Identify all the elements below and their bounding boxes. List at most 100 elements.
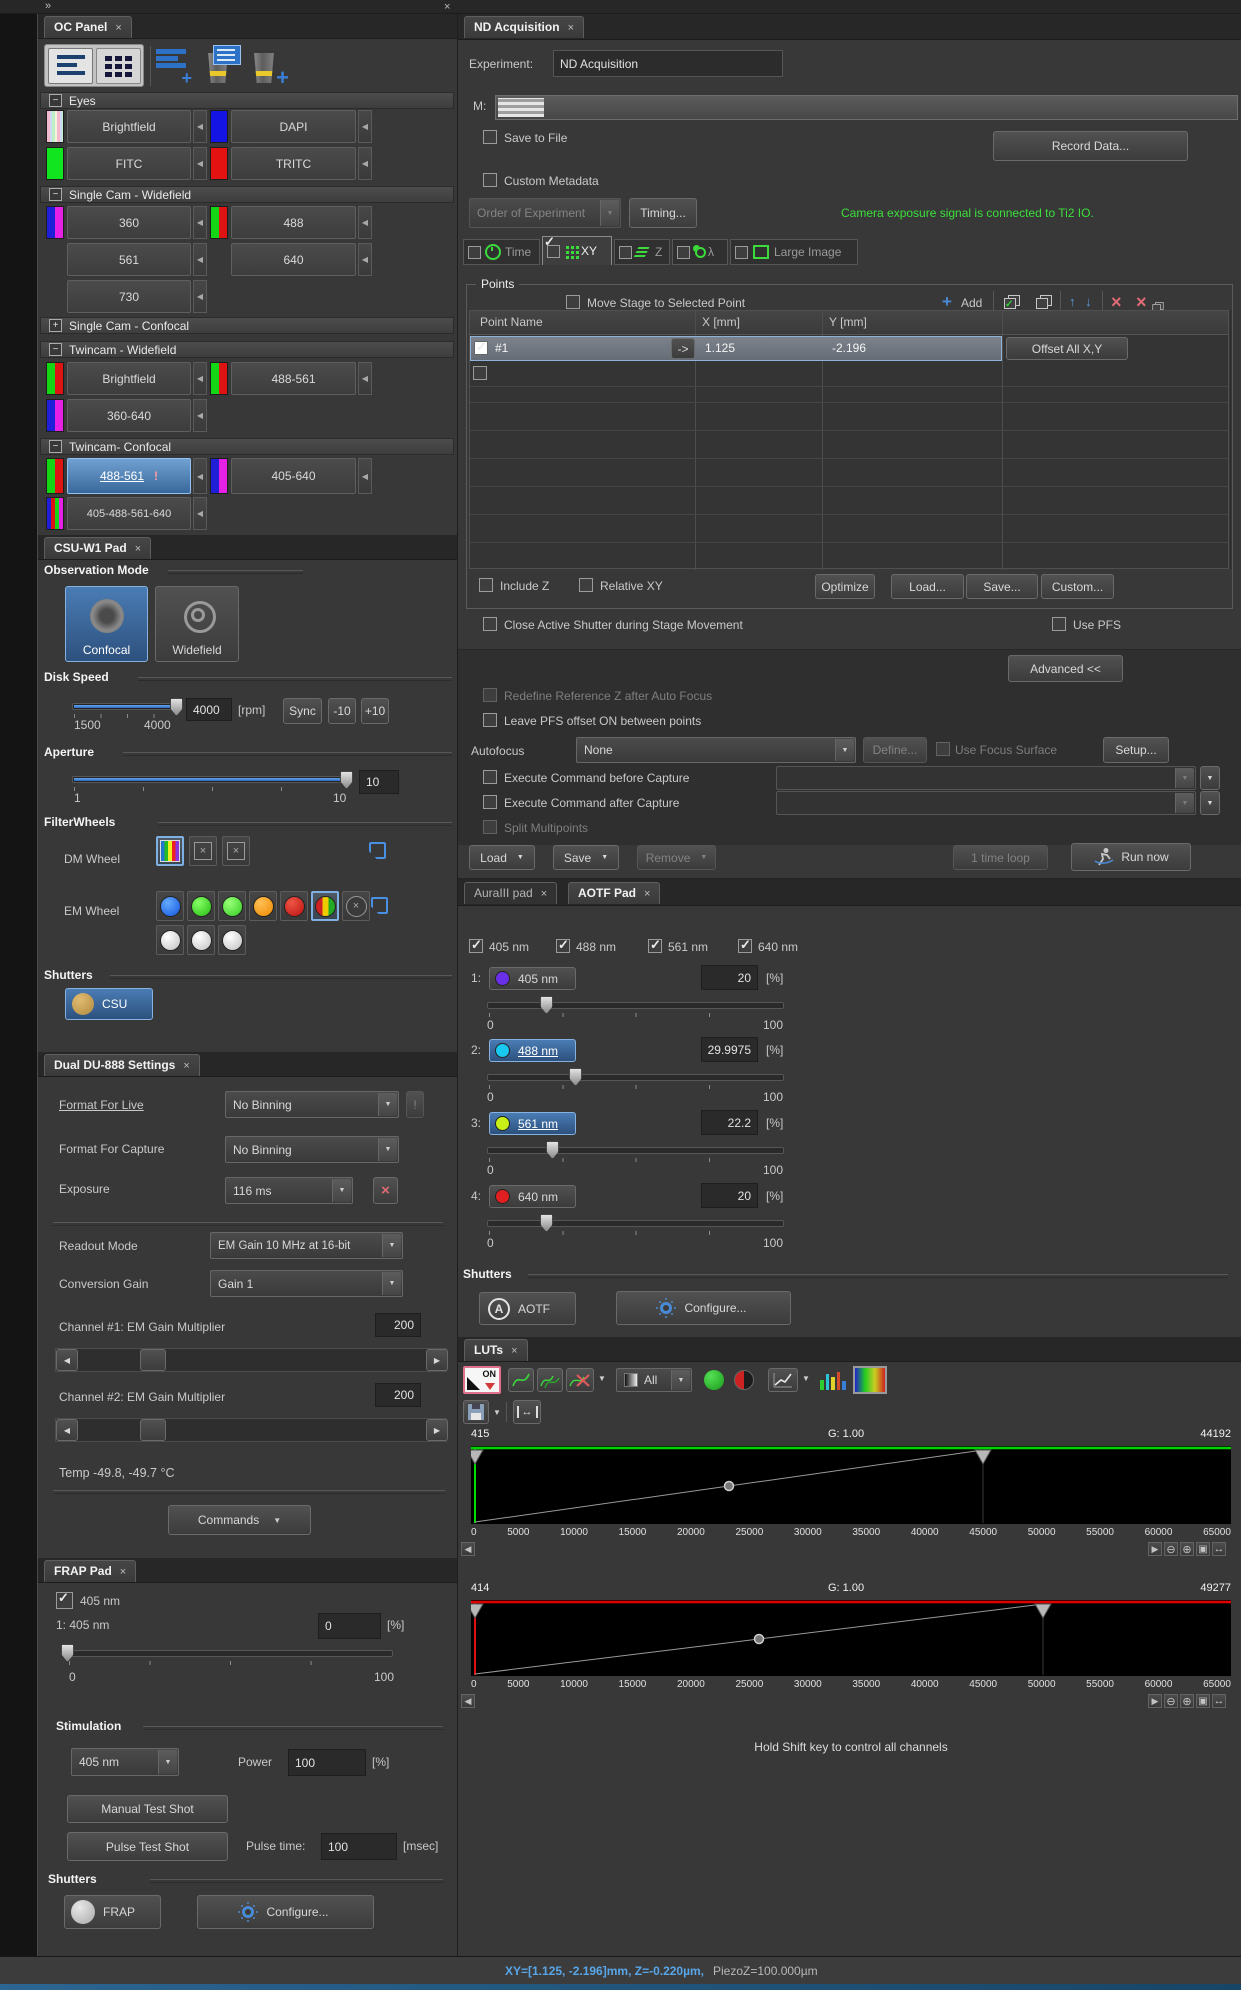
lut-reset-button[interactable] — [566, 1368, 594, 1392]
exec-before-combo[interactable]: ▼ — [776, 766, 1196, 790]
laser-488-value[interactable]: 29.9975 — [701, 1037, 758, 1062]
lambda-checkbox[interactable] — [677, 245, 690, 259]
add-point-plus-icon[interactable]: + — [942, 292, 952, 311]
close-icon[interactable]: × — [183, 1060, 190, 1072]
oc-prev-arrow[interactable]: ◀ — [193, 280, 207, 313]
frap-configure-button[interactable]: Configure... — [197, 1895, 374, 1929]
goto-point-button[interactable]: -> — [671, 338, 695, 359]
slider-handle[interactable] — [140, 1349, 166, 1371]
luts-channel-combo[interactable]: All ▼ — [616, 1368, 692, 1392]
optimize-button[interactable]: Optimize — [815, 574, 875, 599]
delete-all-points-icon[interactable]: × — [1136, 292, 1147, 312]
gamma-handle[interactable] — [723, 1480, 735, 1492]
use-pfs-checkbox[interactable] — [1052, 617, 1066, 631]
red-channel-icon[interactable] — [734, 1370, 754, 1390]
point-enabled-checkbox[interactable] — [474, 339, 488, 355]
run-now-button[interactable]: Run now — [1071, 843, 1191, 871]
col-y[interactable]: Y [mm] — [829, 315, 867, 329]
slider-handle[interactable] — [140, 1419, 166, 1441]
objective-settings-button[interactable] — [201, 45, 241, 87]
oc-button-360[interactable]: 360 — [67, 206, 191, 239]
point-enabled-checkbox[interactable] — [473, 366, 487, 380]
aotf-405-checkbox[interactable] — [469, 937, 483, 953]
table-row-selected[interactable]: #1 -> 1.125 -2.196 — [470, 336, 1002, 361]
format-warning-button[interactable]: ! — [406, 1091, 424, 1118]
split-multipoints-checkbox[interactable] — [483, 820, 497, 834]
exec-before-checkbox[interactable] — [483, 770, 497, 784]
setup-button[interactable]: Setup... — [1103, 737, 1169, 763]
dropdown-icon[interactable]: ▼ — [802, 1374, 810, 1383]
tab-aotf-pad[interactable]: AOTF Pad × — [568, 882, 661, 904]
hist1-gamma[interactable]: G: 1.00 — [828, 1428, 865, 1440]
oc-button-dapi[interactable]: DAPI — [231, 110, 356, 143]
laser-640-button[interactable]: 640 nm — [489, 1185, 576, 1208]
frap-shutter-button[interactable]: FRAP — [64, 1895, 161, 1929]
ch1-em-gain-value[interactable]: 200 — [375, 1313, 421, 1337]
laser-405-value[interactable]: 20 — [701, 965, 758, 990]
oc-prev-arrow[interactable]: ◀ — [193, 497, 207, 530]
oc-prev-arrow[interactable]: ◀ — [193, 206, 207, 239]
oc-prev-arrow[interactable]: ◀ — [193, 147, 207, 180]
power-value[interactable]: 100 — [288, 1749, 366, 1776]
laser-561-value[interactable]: 22.2 — [701, 1110, 758, 1135]
remove-experiment-button[interactable]: Remove ▼ — [637, 845, 716, 870]
move-point-down-icon[interactable]: ↓ — [1085, 294, 1092, 309]
pulse-test-shot-button[interactable]: Pulse Test Shot — [67, 1832, 228, 1861]
ch1-em-gain-slider[interactable]: ◀ ▶ — [55, 1348, 448, 1372]
exec-after-arrow-button[interactable]: ▼ — [1200, 791, 1220, 815]
oc-button-730[interactable]: 730 — [67, 280, 191, 313]
em-filter-white3[interactable] — [218, 925, 246, 955]
delete-point-icon[interactable]: × — [1111, 292, 1122, 312]
aotf-561-checkbox[interactable] — [648, 937, 662, 953]
autofocus-combo[interactable]: None ▼ — [576, 737, 856, 763]
dropdown-icon[interactable]: ▼ — [598, 1374, 606, 1383]
em-filter-green2[interactable] — [218, 891, 246, 921]
disk-speed-slider[interactable] — [72, 703, 182, 710]
oc-prev-arrow[interactable]: ◀ — [193, 110, 207, 143]
oc-button-488[interactable]: 488 — [231, 206, 356, 239]
lut-colors-button[interactable] — [853, 1366, 887, 1394]
format-for-capture-combo[interactable]: No Binning ▼ — [225, 1136, 399, 1163]
record-data-button[interactable]: Record Data... — [993, 131, 1188, 161]
white-point-handle[interactable] — [974, 1449, 992, 1466]
add-objective-button[interactable]: + — [249, 45, 289, 89]
aotf-shutter-button[interactable]: A AOTF — [479, 1292, 576, 1325]
frap-power-value[interactable]: 0 — [318, 1613, 381, 1639]
hist2-fit-icon[interactable]: ↔ — [1212, 1694, 1226, 1708]
laser-405-button[interactable]: 405 nm — [489, 967, 576, 990]
readout-mode-combo[interactable]: EM Gain 10 MHz at 16-bit ▼ — [210, 1232, 403, 1259]
white-point-handle[interactable] — [1034, 1603, 1052, 1620]
laser-488-button[interactable]: 488 nm — [489, 1039, 576, 1062]
aperture-slider[interactable] — [72, 776, 352, 783]
format-for-live-combo[interactable]: No Binning ▼ — [225, 1091, 399, 1118]
tab-csu-w1-pad[interactable]: CSU-W1 Pad × — [44, 537, 152, 559]
hist1-black-point[interactable]: 415 — [471, 1428, 490, 1440]
em-filter-blue[interactable] — [156, 891, 184, 921]
offset-all-xy-button[interactable]: Offset All X,Y — [1006, 337, 1128, 360]
close-icon[interactable]: × — [644, 888, 651, 900]
em-filter-green[interactable] — [187, 891, 215, 921]
tab-nd-acquisition[interactable]: ND Acquisition × — [464, 16, 584, 38]
large-image-checkbox[interactable] — [735, 245, 748, 259]
frap-slider-thumb[interactable] — [61, 1644, 74, 1662]
oc-prev-arrow[interactable]: ◀ — [358, 243, 372, 276]
add-optical-configuration-button[interactable]: + — [156, 47, 192, 88]
em-filter-white2[interactable] — [187, 925, 215, 955]
laser-488-thumb[interactable] — [569, 1068, 582, 1086]
oc-button-fitc[interactable]: FITC — [67, 147, 191, 180]
oc-button-561[interactable]: 561 — [67, 243, 191, 276]
hist2-black-point[interactable]: 414 — [471, 1582, 490, 1594]
close-icon[interactable]: × — [511, 1345, 518, 1357]
laser-640-slider[interactable] — [487, 1220, 784, 1227]
black-point-handle[interactable] — [471, 1603, 484, 1620]
manual-test-shot-button[interactable]: Manual Test Shot — [67, 1795, 228, 1823]
laser-405-thumb[interactable] — [540, 996, 553, 1014]
em-filter-red[interactable] — [280, 891, 308, 921]
oc-prev-arrow[interactable]: ◀ — [193, 243, 207, 276]
aotf-640-checkbox[interactable] — [738, 937, 752, 953]
load-points-button[interactable]: Load... — [891, 574, 964, 599]
commands-button[interactable]: Commands ▼ — [168, 1505, 311, 1535]
laser-561-slider[interactable] — [487, 1147, 784, 1154]
collapse-chevron-icon[interactable]: » — [45, 0, 52, 12]
auto-exposure-button[interactable]: × — [373, 1177, 398, 1204]
